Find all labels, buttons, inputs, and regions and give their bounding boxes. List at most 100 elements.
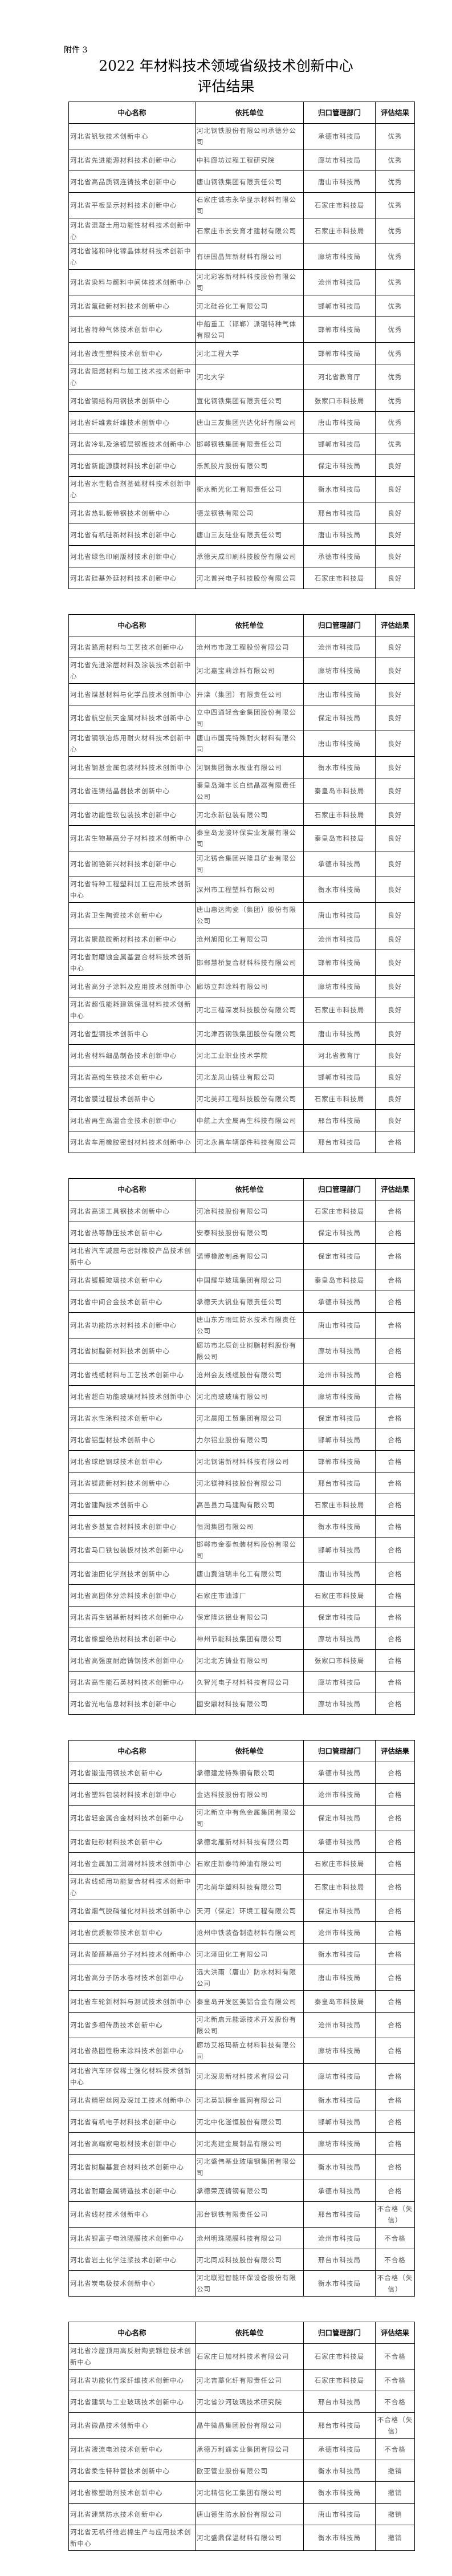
table-row: 河北省轻金属合金材料技术创新中心 河北新立中有色金属集团有限公司 保定市科技局 合格	[68, 1805, 415, 1831]
center-name-cell: 河北省岩土化学注浆技术创新中心	[68, 2249, 196, 2271]
result-cell: 良好	[375, 658, 415, 684]
host-unit-cell: 宣化钢铁集团有限责任公司	[195, 390, 304, 412]
management-dept-cell: 保定市科技局	[303, 455, 376, 477]
table-row: 河北省高分子涂料及应用技术创新中心 廊坊立邦涂料有限公司 廊坊市科技局 良好	[68, 975, 415, 997]
host-unit-cell: 远大洪雨（唐山）防水材料有限公司	[195, 1965, 304, 1991]
management-dept-cell: 廊坊市科技局	[303, 2038, 376, 2064]
management-dept-cell: 邢台市科技局	[303, 2249, 376, 2271]
result-cell: 优秀	[375, 317, 415, 343]
center-name-cell: 河北省高固体分涂料技术创新中心	[68, 1584, 196, 1607]
header-host-unit: 依托单位	[195, 1178, 304, 1200]
table-row: 河北省超低能耗建筑保温材料技术创新中心 河北三楷深发科技股份有限公司 石家庄市科技局…	[68, 997, 415, 1023]
result-cell: 合格	[375, 1494, 415, 1516]
management-dept-cell: 唐山市科技局	[303, 411, 376, 433]
management-dept-cell: 邢台市科技局	[303, 2391, 376, 2413]
center-name-cell: 河北省平板显示材料技术创新中心	[68, 192, 196, 218]
result-cell: 合格	[375, 1269, 415, 1291]
center-name-cell: 河北省树脂新材料技术创新中心	[68, 1338, 196, 1364]
table-row: 河北省型钢技术创新中心 河北津西钢铁集团股份有限公司 唐山市科技局 良好	[68, 1023, 415, 1045]
header-result: 评估结果	[375, 1178, 415, 1200]
result-cell: 不合格（失信）	[375, 2412, 415, 2439]
management-dept-cell: 承德市科技局	[303, 1291, 376, 1313]
management-dept-cell: 保定市科技局	[303, 1805, 376, 1831]
center-name-cell: 河北省汽车环保稀土强化材料技术创新中心	[68, 2063, 196, 2090]
center-name-cell: 河北省特种气体技术创新中心	[68, 317, 196, 343]
management-dept-cell: 保定市科技局	[303, 1243, 376, 1269]
table-row: 河北省多基复合材料技术创新中心 恒润集团有限公司 衡水市科技局 合格	[68, 1515, 415, 1538]
result-cell: 合格	[375, 2089, 415, 2111]
table-header-row: 中心名称 依托单位 归口管理部门 评估结果	[68, 614, 415, 636]
center-name-cell: 河北省生物基高分子材料技术创新中心	[68, 825, 196, 851]
table-row: 河北省塑料包装材料技术创新中心 金达科技股份有限公司 沧州市科技局 合格	[68, 1783, 415, 1806]
host-unit-cell: 沧州中铁装备制造材料有限公司	[195, 1921, 304, 1944]
management-dept-cell: 廊坊市科技局	[303, 244, 376, 270]
table-row: 河北省功能化竹浆纤维技术创新中心 河北吉藁化纤有限责任公司 石家庄市科技局 不合格	[68, 2369, 415, 2391]
host-unit-cell: 沧州旭阳化工有限公司	[195, 928, 304, 950]
management-dept-cell: 衡水市科技局	[303, 2460, 376, 2482]
table-row: 河北省树脂基复合材料技术创新中心 河北盛伟基业玻璃钢集团有限公司 衡水市科技局 合格	[68, 2154, 415, 2180]
management-dept-cell: 衡水市科技局	[303, 756, 376, 778]
table-row: 河北省绿色印刷版材技术创新中心 承德天成印刷科技股份有限公司 承德市科技局 良好	[68, 545, 415, 567]
table-row: 河北省汽车环保稀土强化材料技术创新中心 河北深思新材料技术有限公司 廊坊市科技局 合格	[68, 2063, 415, 2090]
management-dept-cell: 张家口市科技局	[303, 1649, 376, 1672]
table-row: 河北省汽车减震与密封橡胶产品技术创新中心 诺博橡胶制品有限公司 保定市科技局 合格	[68, 1243, 415, 1269]
center-name-cell: 河北省油田化学剂技术创新中心	[68, 1563, 196, 1585]
center-name-cell: 河北省金属加工润滑材料技术创新中心	[68, 1852, 196, 1875]
center-name-cell: 河北省高端家电板材技术创新中心	[68, 2132, 196, 2155]
center-name-cell: 河北省塑料包装材料技术创新中心	[68, 1783, 196, 1806]
table-row: 河北省岩土化学注浆技术创新中心 河北同成科技股份有限公司 邢台市科技局 不合格	[68, 2249, 415, 2271]
center-name-cell: 河北省铝型材技术创新中心	[68, 1429, 196, 1451]
result-cell: 撤销	[375, 2481, 415, 2504]
result-cell: 合格	[375, 1805, 415, 1831]
management-dept-cell: 衡水市科技局	[303, 2270, 376, 2297]
table-row: 河北省再生铝基新材料技术创新中心 保定隆达铝业有限公司 保定市科技局 合格	[68, 1606, 415, 1628]
table-row: 河北省新能源膜材料技术创新中心 乐凯胶片股份有限公司 保定市科技局 良好	[68, 455, 415, 477]
management-dept-cell: 廊坊市科技局	[303, 658, 376, 684]
center-name-cell: 河北省硅基外延材料技术创新中心	[68, 567, 196, 589]
result-cell: 合格	[375, 2111, 415, 2133]
management-dept-cell: 邢台市科技局	[303, 502, 376, 524]
management-dept-cell: 秦皇岛市科技局	[303, 778, 376, 804]
table-row: 河北省线缆材料与工艺技术创新中心 沧州会友线缆股份有限公司 沧州市科技局 合格	[68, 1364, 415, 1386]
result-cell: 优秀	[375, 171, 415, 193]
table-row: 河北省路用材料与工艺技术创新中心 沧州市市政工程股份有限公司 沧州市科技局 良好	[68, 636, 415, 658]
results-tables: 中心名称 依托单位 归口管理部门 评估结果 河北省钒钛技术创新中心 河北钢铁股份有限公司承…	[0, 97, 452, 2551]
table-row: 河北省烟气脱硝催化材料技术创新中心 天河（保定）环境工程有限公司 保定市科技局 合格	[68, 1900, 415, 1922]
management-dept-cell: 河北省教育厅	[303, 364, 376, 390]
result-cell: 良好	[375, 1088, 415, 1110]
center-name-cell: 河北省烟气脱硝催化材料技术创新中心	[68, 1900, 196, 1922]
table-row: 河北省超白功能玻璃材料技术创新中心 河北南玻玻璃有限公司 廊坊市科技局 合格	[68, 1385, 415, 1407]
table-row: 河北省炭电极技术创新中心 河北联冠智能环保设备股份有限公司 衡水市科技局 不合格（失信…	[68, 2270, 415, 2297]
management-dept-cell: 邯郸市科技局	[303, 1066, 376, 1088]
management-dept-cell: 沧州市科技局	[303, 1783, 376, 1806]
table-row: 河北省卫生陶瓷技术创新中心 唐山惠达陶瓷（集团）股份有限公司 唐山市科技局 良好	[68, 902, 415, 928]
table-row: 河北省无机纤维岩棉生产与应用技术创新中心 河北盛鼎保温材料有限公司 衡水市科技局 撤销	[68, 2525, 415, 2551]
table-row: 河北省金属加工润滑材料技术创新中心 石家庄新泰特种油有限公司 石家庄市科技局 合格	[68, 1852, 415, 1875]
management-dept-cell: 石家庄市科技局	[303, 1200, 376, 1222]
result-cell: 合格	[375, 2012, 415, 2038]
management-dept-cell: 唐山市科技局	[303, 731, 376, 757]
host-unit-cell: 秦皇岛瀚丰长白结晶器有限责任公司	[195, 778, 304, 804]
center-name-cell: 河北省钒钛技术创新中心	[68, 123, 196, 149]
host-unit-cell: 中科廊坊过程工程研究院	[195, 149, 304, 171]
center-name-cell: 河北省硅砂材料技术创新中心	[68, 1831, 196, 1853]
result-cell: 合格	[375, 1450, 415, 1472]
host-unit-cell: 沧州明珠隔膜科技有限公司	[195, 2227, 304, 2249]
management-dept-cell: 承德市科技局	[303, 1831, 376, 1853]
host-unit-cell: 唐山钢铁集团有限责任公司	[195, 171, 304, 193]
result-cell: 良好	[375, 1044, 415, 1066]
table-row: 河北省染料与颜料中间体技术创新中心 河北彩客新材料科技股份有限公司 沧州市科技局 优秀	[68, 269, 415, 295]
table-row: 河北省油田化学剂技术创新中心 唐山冀油瑞丰化工有限公司 唐山市科技局 合格	[68, 1563, 415, 1585]
result-cell: 优秀	[375, 244, 415, 270]
header-management-dept: 归口管理部门	[303, 2322, 376, 2344]
management-dept-cell: 廊坊市科技局	[303, 1628, 376, 1650]
management-dept-cell: 保定市科技局	[303, 1900, 376, 1922]
management-dept-cell: 石家庄市科技局	[303, 997, 376, 1023]
center-name-cell: 河北省轻金属合金材料技术创新中心	[68, 1805, 196, 1831]
management-dept-cell: 沧州市科技局	[303, 269, 376, 295]
management-dept-cell: 邢台市科技局	[303, 2201, 376, 2228]
result-cell: 合格	[375, 1243, 415, 1269]
management-dept-cell: 石家庄市科技局	[303, 1584, 376, 1607]
table-header-row: 中心名称 依托单位 归口管理部门 评估结果	[68, 102, 415, 124]
result-cell: 不合格	[375, 2391, 415, 2413]
